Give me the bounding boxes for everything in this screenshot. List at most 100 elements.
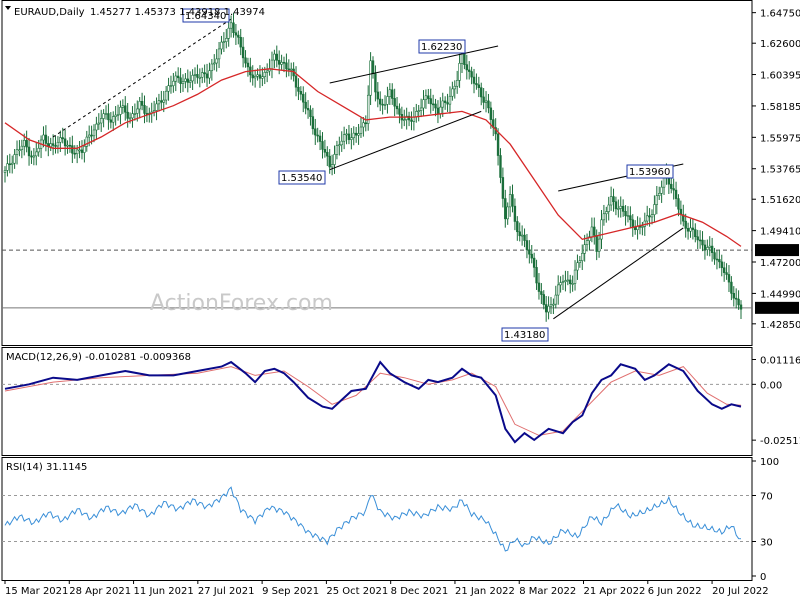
candle-body [696, 236, 699, 241]
candle-body [155, 103, 158, 111]
candle-body [443, 100, 447, 103]
candle-body [112, 116, 115, 123]
candle-body [328, 155, 331, 168]
candle-body [220, 41, 223, 50]
candle-body [698, 239, 702, 242]
candle-body [516, 221, 519, 233]
candle-body [162, 99, 165, 103]
x-tick-label: 6 Jun 2022 [648, 586, 702, 597]
candle-body [225, 38, 228, 42]
trend-line [553, 227, 684, 320]
x-tick-label: 21 Apr 2022 [584, 586, 646, 597]
candle-body [722, 267, 726, 273]
candle-body [614, 201, 618, 210]
candle-body [347, 133, 351, 140]
candle-body [557, 284, 560, 296]
candle-body [559, 282, 562, 286]
candle-body [386, 96, 389, 105]
candle-body [686, 228, 690, 232]
candle-body [92, 129, 96, 137]
candle-body [66, 144, 69, 147]
candle-body [25, 140, 28, 148]
candle-body [359, 126, 363, 134]
candle-body [684, 220, 687, 229]
candle-body [451, 88, 454, 97]
candle-body [229, 22, 233, 29]
candle-body [280, 61, 283, 65]
annotation-label: 1.53540 [281, 173, 322, 184]
candle-body [174, 75, 177, 82]
candle-body [713, 252, 716, 260]
candle-body [338, 144, 341, 147]
candle-body [629, 215, 632, 221]
candle-body [119, 106, 122, 115]
candle-body [482, 96, 485, 103]
price-tick-label: 1.44990 [760, 289, 800, 300]
candle-body [532, 257, 536, 268]
candle-body [136, 108, 139, 114]
candle-body [350, 137, 353, 140]
candle-body [131, 113, 134, 119]
price-tick-label: 1.60395 [760, 71, 800, 82]
price-tick-label: 1.53765 [760, 165, 800, 176]
candle-body [61, 137, 64, 140]
candle-body [376, 91, 380, 100]
candle-body [453, 85, 456, 90]
candle-body [318, 135, 322, 142]
candle-body [138, 100, 141, 110]
candle-body [18, 149, 21, 151]
candle-body [588, 236, 591, 241]
candle-body [314, 128, 317, 136]
candle-body [624, 211, 627, 217]
candle-body [487, 100, 490, 109]
candle-body [258, 74, 262, 79]
candle-body [124, 105, 127, 113]
candle-body [133, 113, 137, 115]
candle-body [535, 267, 538, 284]
candle-body [116, 114, 120, 116]
x-tick-label: 21 Jan 2022 [455, 586, 515, 597]
candle-body [720, 261, 723, 269]
candle-body [8, 163, 12, 166]
candle-body [480, 87, 483, 98]
candle-body [446, 102, 449, 105]
chart-symbol-title: EURAUD,Daily [14, 7, 85, 18]
candle-body [631, 219, 634, 228]
candle-body [701, 239, 704, 246]
candle-body [472, 76, 476, 84]
panel-frame-2 [1, 347, 753, 456]
candle-body [15, 149, 19, 155]
candle-body [311, 116, 315, 130]
candle-body [352, 132, 355, 139]
annotation-box [182, 8, 230, 23]
candle-body [573, 269, 577, 284]
candle-body [30, 155, 33, 158]
price-tick-label: 1.51620 [760, 195, 800, 206]
candle-body [383, 104, 387, 106]
x-tick-label: 20 Jul 2022 [712, 586, 769, 597]
candle-body [470, 71, 473, 78]
candle-body [140, 100, 144, 106]
candle-body [633, 227, 637, 231]
candle-body [455, 80, 459, 87]
price-level-box [755, 301, 799, 314]
candle-body [501, 177, 505, 199]
candle-body [513, 205, 517, 222]
candle-body [181, 81, 185, 84]
candle-body [184, 78, 187, 82]
candle-body [504, 198, 507, 220]
candle-body [104, 113, 108, 115]
candle-body [3, 170, 7, 173]
candle-body [463, 52, 466, 65]
candle-body [95, 123, 98, 131]
x-tick-label: 27 Jul 2021 [198, 586, 255, 597]
candle-body [342, 134, 346, 142]
candle-body [407, 115, 411, 121]
candle-body [330, 164, 334, 168]
candle-body [59, 137, 62, 143]
candle-body [35, 151, 38, 157]
candle-body [20, 145, 24, 150]
candle-body [189, 80, 192, 83]
watermark: ActionForex.com [150, 291, 333, 316]
